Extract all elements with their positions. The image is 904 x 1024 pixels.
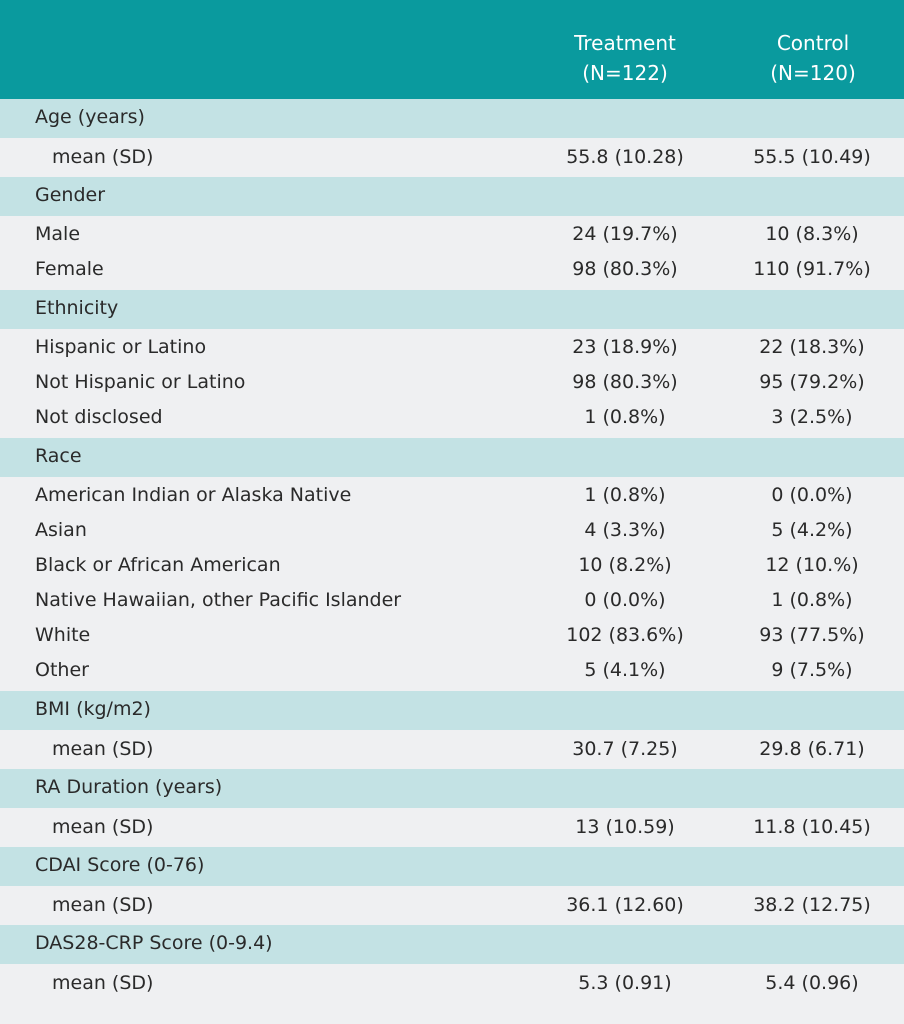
section-band (0, 177, 904, 216)
row-label: Native Hawaiian, other Pacific Islander (35, 589, 402, 611)
treatment-value: 5 (4.1%) (584, 659, 666, 681)
section-title: DAS28-CRP Score (0-9.4) (35, 932, 273, 954)
section-band (0, 99, 904, 138)
treatment-value: 1 (0.8%) (584, 484, 666, 506)
section-band (0, 847, 904, 886)
control-value: 12 (10.%) (765, 554, 859, 576)
table-header: Treatment (N=122) Control (N=120) (0, 0, 904, 99)
row-label: Male (35, 223, 81, 245)
row-label: Black or African American (35, 554, 281, 576)
row-label: Female (35, 258, 104, 280)
treatment-value: 36.1 (12.60) (566, 894, 684, 916)
control-value: 10 (8.3%) (765, 223, 859, 245)
treatment-value: 1 (0.8%) (584, 406, 666, 428)
row-label: mean (SD) (52, 146, 154, 168)
control-header: Control (N=120) (713, 28, 904, 88)
treatment-value: 23 (18.9%) (572, 336, 678, 358)
section-band (0, 290, 904, 329)
section-band (0, 691, 904, 730)
section-title: BMI (kg/m2) (35, 698, 151, 720)
treatment-value: 98 (80.3%) (572, 371, 678, 393)
control-value: 93 (77.5%) (759, 624, 865, 646)
treatment-value: 102 (83.6%) (566, 624, 684, 646)
control-value: 95 (79.2%) (759, 371, 865, 393)
section-title: CDAI Score (0-76) (35, 854, 205, 876)
control-value: 11.8 (10.45) (753, 816, 871, 838)
treatment-value: 24 (19.7%) (572, 223, 678, 245)
control-value: 0 (0.0%) (771, 484, 853, 506)
row-label: Asian (35, 519, 87, 541)
header-n: (N=120) (770, 61, 856, 85)
header-text: Treatment (574, 31, 676, 55)
row-label: mean (SD) (52, 738, 154, 760)
control-value: 3 (2.5%) (771, 406, 853, 428)
control-value: 38.2 (12.75) (753, 894, 871, 916)
treatment-value: 0 (0.0%) (584, 589, 666, 611)
treatment-value: 55.8 (10.28) (566, 146, 684, 168)
treatment-value: 30.7 (7.25) (572, 738, 678, 760)
treatment-header: Treatment (N=122) (525, 28, 725, 88)
row-label: Other (35, 659, 89, 681)
row-label: Not Hispanic or Latino (35, 371, 246, 393)
treatment-value: 5.3 (0.91) (578, 972, 672, 994)
treatment-value: 10 (8.2%) (578, 554, 672, 576)
row-label: mean (SD) (52, 894, 154, 916)
section-title: Gender (35, 184, 106, 206)
row-label: Not disclosed (35, 406, 163, 428)
section-title: Age (years) (35, 106, 145, 128)
control-value: 29.8 (6.71) (759, 738, 865, 760)
treatment-value: 13 (10.59) (575, 816, 675, 838)
header-text: Control (776, 31, 850, 55)
control-value: 22 (18.3%) (759, 336, 865, 358)
treatment-value: 4 (3.3%) (584, 519, 666, 541)
control-value: 55.5 (10.49) (753, 146, 871, 168)
section-title: Ethnicity (35, 297, 119, 319)
header-n: (N=122) (582, 61, 668, 85)
row-label: Hispanic or Latino (35, 336, 207, 358)
section-band (0, 925, 904, 964)
section-band (0, 438, 904, 477)
row-label: mean (SD) (52, 816, 154, 838)
section-band (0, 769, 904, 808)
row-label: White (35, 624, 91, 646)
row-label: American Indian or Alaska Native (35, 484, 352, 506)
section-title: RA Duration (years) (35, 776, 223, 798)
section-title: Race (35, 445, 82, 467)
control-value: 9 (7.5%) (771, 659, 853, 681)
control-value: 1 (0.8%) (771, 589, 853, 611)
control-value: 110 (91.7%) (753, 258, 871, 280)
control-value: 5.4 (0.96) (765, 972, 859, 994)
treatment-value: 98 (80.3%) (572, 258, 678, 280)
row-label: mean (SD) (52, 972, 154, 994)
control-value: 5 (4.2%) (771, 519, 853, 541)
